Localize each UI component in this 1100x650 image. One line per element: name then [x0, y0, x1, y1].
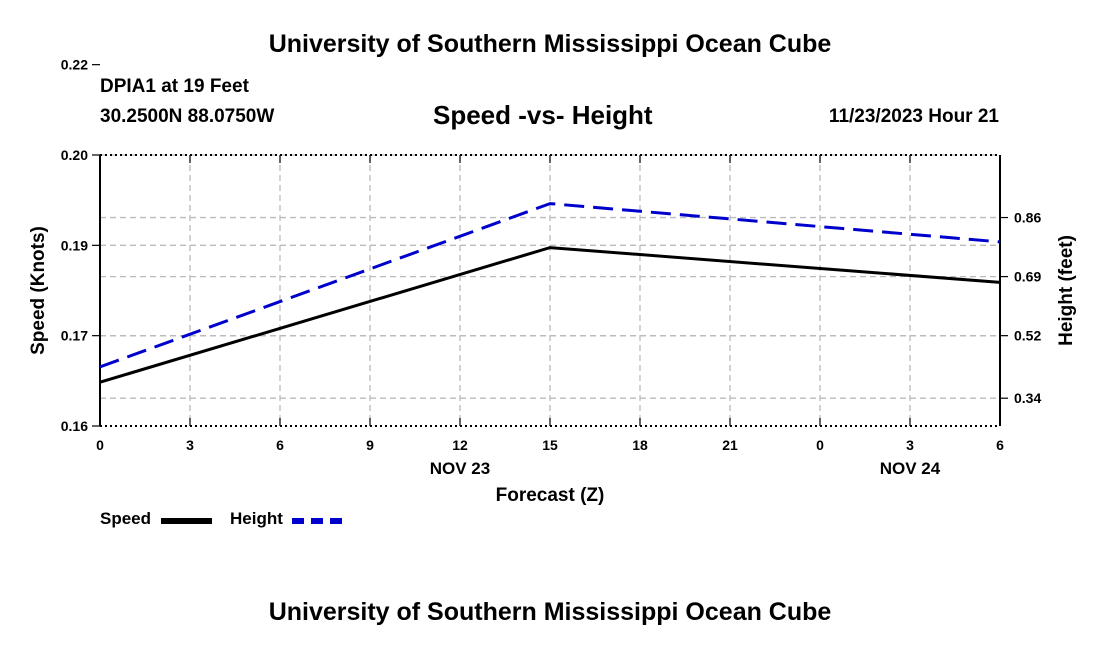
- datetime-label: 11/23/2023 Hour 21: [828, 106, 999, 127]
- axis-labels: 0 3 6 9 12 15 18 21 0 3 6 NOV 23 NOV 24 0.16 0.17 0.19 0…: [28, 57, 1077, 506]
- x-tick-label: 3: [906, 437, 914, 453]
- x-tick-label: 0: [816, 437, 824, 453]
- y-tick-label: 0.17: [61, 328, 88, 344]
- legend-height-swatch: [292, 518, 342, 524]
- x-tick-label: 6: [996, 437, 1004, 453]
- legend-speed-label: Speed: [100, 509, 152, 528]
- x-tick-label: 3: [186, 437, 194, 453]
- series-lines: [99, 202, 1001, 384]
- legend-height-label: Height: [230, 509, 283, 528]
- y-tick-label: 0.16: [61, 418, 88, 434]
- y2-tick-label: 0.69: [1014, 269, 1041, 285]
- legend-speed-swatch: [161, 518, 212, 524]
- x-date-label: NOV 24: [880, 459, 941, 478]
- chart-subtitle: Speed -vs- Height: [433, 100, 653, 130]
- main-title: University of Southern Mississippi Ocean…: [268, 30, 832, 58]
- y2-tick-label: 0.86: [1014, 210, 1041, 226]
- y-axis-title: Speed (Knots): [28, 226, 49, 355]
- y2-axis-title: Height (feet): [1056, 235, 1077, 346]
- height-series-line: [99, 202, 1001, 369]
- station-label: DPIA1 at 19 Feet: [100, 76, 249, 97]
- y-tick-label: 0.19: [61, 237, 88, 253]
- y2-tick-label: 0.52: [1014, 328, 1041, 344]
- y-tick-label: 0.22: [61, 57, 88, 73]
- x-date-label: NOV 23: [430, 459, 490, 478]
- speed-series-line: [99, 246, 1001, 384]
- plot-frame: [92, 64, 1008, 427]
- footer-title: University of Southern Mississippi Ocean…: [268, 598, 832, 626]
- x-tick-label: 12: [452, 437, 468, 453]
- grid-lines: [100, 154, 1000, 426]
- x-tick-label: 9: [366, 437, 374, 453]
- y2-tick-label: 0.34: [1014, 390, 1041, 406]
- x-tick-label: 6: [276, 437, 284, 453]
- x-tick-label: 18: [632, 437, 648, 453]
- coordinates-label: 30.2500N 88.0750W: [100, 106, 275, 127]
- x-tick-label: 15: [542, 437, 558, 453]
- x-tick-label: 0: [96, 437, 104, 453]
- x-tick-label: 21: [722, 437, 738, 453]
- x-axis-title: Forecast (Z): [496, 485, 605, 506]
- y-tick-label: 0.20: [61, 147, 88, 163]
